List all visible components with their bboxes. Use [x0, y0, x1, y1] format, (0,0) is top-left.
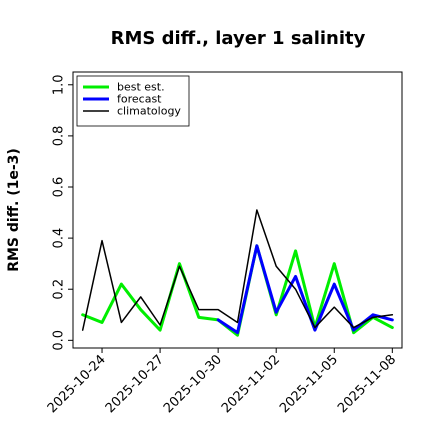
- legend-label: best est.: [117, 81, 165, 94]
- y-tick-label: 1.0: [52, 74, 67, 95]
- y-axis-label: RMS diff. (1e-3): [6, 148, 22, 272]
- y-tick-label: 0.0: [52, 330, 67, 351]
- plot-frame: [72, 71, 403, 349]
- y-tick-label: 0.8: [52, 126, 67, 147]
- series-line-climatology: [81, 209, 394, 331]
- chart-title: RMS diff., layer 1 salinity: [111, 28, 366, 49]
- legend-label: climatology: [117, 105, 181, 118]
- y-tick-label: 0.2: [52, 279, 67, 300]
- y-tick-label: 0.4: [52, 228, 67, 249]
- legend-label: forecast: [117, 93, 162, 106]
- series-line-best-est: [81, 244, 394, 337]
- y-tick-label: 0.6: [52, 177, 67, 198]
- legend-box: [76, 75, 190, 127]
